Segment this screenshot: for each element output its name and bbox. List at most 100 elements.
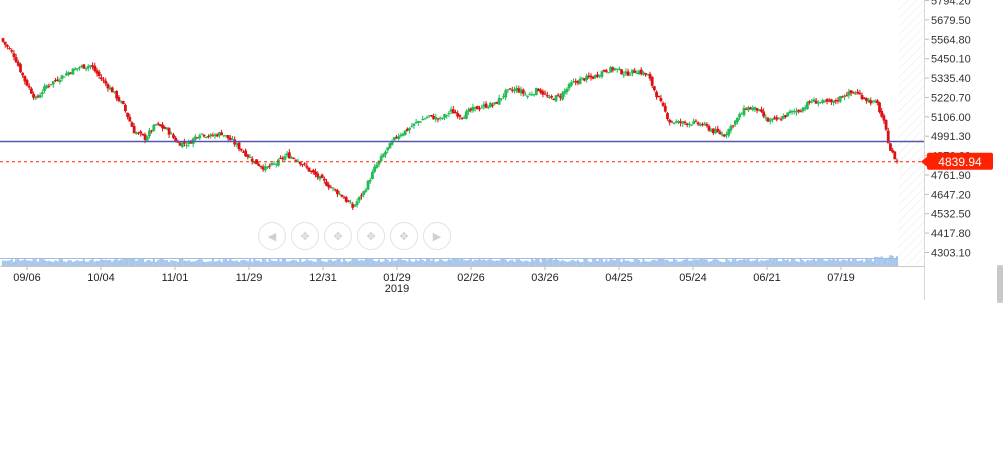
volume-bar [25, 260, 29, 266]
volume-bar [795, 261, 798, 266]
volume-bar [474, 259, 477, 266]
volume-bar [56, 261, 59, 266]
scrollbar[interactable] [997, 265, 1003, 303]
candle-body [600, 71, 604, 77]
volume-bar [880, 256, 883, 266]
candle-body [167, 128, 171, 135]
arrow-left-icon[interactable]: ◀ [258, 222, 286, 250]
volume-bar [397, 258, 400, 266]
candle-body [757, 109, 761, 112]
candle-body [580, 77, 584, 79]
candle-body [143, 134, 147, 140]
volume-bar [439, 258, 442, 266]
candle-body [51, 81, 55, 85]
candle-body [499, 98, 503, 100]
candle-body [1, 38, 5, 42]
candle-body [342, 197, 346, 199]
candle-body [108, 87, 112, 90]
candle-body [792, 111, 796, 113]
candle-body [840, 96, 844, 98]
reset-zoom-icon[interactable]: ✥ [390, 222, 418, 250]
volume-bars [0, 255, 899, 266]
candle-body [443, 114, 446, 118]
zoom-out-icon[interactable]: ✥ [291, 222, 319, 250]
candle-body [384, 151, 387, 155]
candle-body [565, 88, 569, 93]
volume-bar [594, 258, 597, 266]
x-tick-label: 01/29 [383, 272, 411, 284]
y-tick-label: 5450.10 [931, 54, 971, 66]
volume-bar [231, 260, 234, 266]
candle-body [552, 98, 556, 101]
volume-bar [758, 261, 761, 266]
volume-bar [515, 259, 518, 266]
zoom-in-icon[interactable]: ✥ [357, 222, 385, 250]
candle-body [843, 95, 846, 98]
candle-body [56, 79, 60, 81]
volume-bar [102, 260, 105, 266]
candle-body [731, 125, 735, 127]
candle-body [886, 130, 890, 144]
candle-body [541, 91, 545, 95]
candle-body [430, 115, 433, 117]
y-tick-label: 5794.20 [931, 0, 971, 8]
candle-body [104, 80, 108, 84]
volume-bar [106, 260, 110, 266]
candle-body [78, 67, 81, 69]
candle-body [169, 133, 173, 135]
volume-bar [836, 258, 840, 266]
volume-bar [655, 260, 658, 266]
volume-bar [524, 260, 527, 266]
volume-bar [565, 261, 569, 266]
x-year-label: 2019 [385, 283, 409, 295]
candle-body [510, 89, 514, 91]
candle-body [521, 89, 525, 94]
candle-body [871, 100, 875, 103]
volume-bar [677, 261, 680, 266]
candle-body [528, 94, 532, 96]
candle-body [432, 115, 436, 120]
candle-body [156, 123, 160, 125]
candle-body [670, 121, 674, 123]
volume-bar [8, 260, 11, 266]
volume-bar [631, 261, 634, 266]
candle-body [893, 151, 897, 160]
candle-body [84, 67, 88, 70]
volume-bar [288, 261, 291, 266]
candle-body [814, 100, 818, 104]
candle-body [687, 123, 691, 125]
candle-body [663, 105, 667, 112]
candle-body [239, 148, 243, 151]
candle-body [696, 122, 700, 125]
candlestick-chart[interactable]: 5794.20 5679.50 5564.80 5450.10 5335.40 5220.… [0, 0, 1003, 300]
volume-bar [111, 261, 114, 266]
volume-bar [382, 261, 385, 266]
candle-body [395, 136, 398, 138]
candle-body [823, 100, 827, 102]
arrow-right-icon[interactable]: ▶ [423, 222, 451, 250]
candle-body [261, 166, 265, 170]
candle-body [860, 95, 864, 100]
volume-bar [100, 258, 103, 266]
zoom-icon[interactable]: ✥ [324, 222, 352, 250]
candle-body [209, 134, 213, 137]
candle-body [884, 119, 888, 130]
volume-bar [240, 260, 243, 266]
volume-bar [736, 261, 739, 266]
volume-bar [790, 258, 794, 266]
volume-bar [301, 261, 304, 266]
candle-body [34, 96, 38, 99]
volume-bar [345, 260, 348, 266]
candle-body [113, 91, 116, 93]
volume-bar [731, 259, 735, 266]
volume-bar [4, 260, 7, 266]
volume-bar [860, 259, 864, 266]
candle-body [331, 187, 335, 189]
candle-body [419, 121, 422, 123]
volume-bar [817, 258, 820, 266]
candle-body [613, 68, 617, 70]
candle-body [137, 132, 140, 134]
volume-bar [76, 260, 79, 266]
volume-bar [777, 261, 781, 266]
volume-bar [679, 261, 682, 266]
